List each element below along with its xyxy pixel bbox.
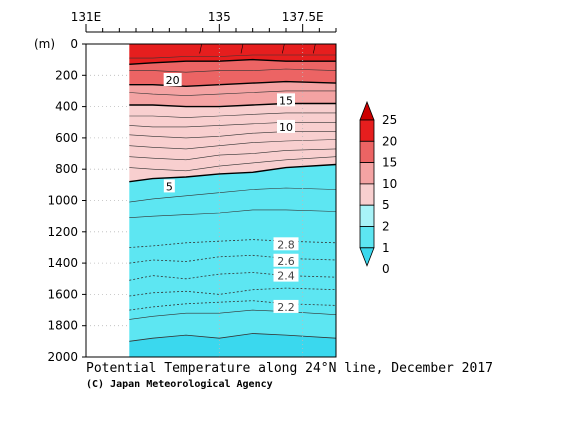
isotherm-t20 (129, 58, 336, 65)
isotherm-thin-6 (129, 139, 337, 150)
colorbar-label-2: 15 (382, 156, 397, 170)
y-tick-label-1: 200 (55, 68, 78, 82)
surface-streak-2 (282, 43, 285, 54)
colorbar-label-0: 25 (382, 113, 397, 127)
colorbar-bottom-arrow (359, 247, 375, 267)
isotherm-dotted-3 (129, 287, 337, 297)
x-tick-label-2: 137.5E (282, 10, 324, 24)
contour-label-7: 2.2 (277, 301, 295, 314)
contour-label-4: 2.8 (277, 238, 295, 251)
y-unit-label: (m) (34, 37, 55, 51)
colorbar-segment-5 (359, 226, 375, 249)
y-tick-label-5: 1000 (47, 194, 78, 208)
isotherm-t5 (129, 163, 337, 183)
isotherm-thin-2 (129, 90, 336, 96)
colorbar-segment-4 (359, 204, 375, 227)
colorbar-label-5: 2 (382, 220, 390, 234)
y-tick-label-6: 1200 (47, 225, 78, 239)
y-tick-label-0: 0 (70, 37, 78, 51)
contour-label-3: 5 (166, 180, 173, 193)
isotherm-thin-1 (129, 68, 337, 73)
contour-label-5: 2.6 (277, 255, 295, 268)
isotherm-thin-8 (129, 156, 337, 172)
contour-label-6: 2.4 (277, 270, 295, 283)
contour-label-bg-1 (277, 93, 295, 107)
isotherm-thin-7 (129, 148, 337, 161)
contour-label-bg-0 (163, 72, 182, 86)
colorbar-label-6: 1 (382, 241, 390, 255)
colorbar-segment-3 (359, 183, 375, 206)
colorbar-segment-1 (359, 140, 375, 164)
contour-label-1: 15 (279, 94, 293, 107)
colorbar-segment-2 (359, 162, 375, 185)
contour-label-bg-5 (273, 253, 299, 267)
contour-label-2: 10 (279, 121, 293, 134)
isotherm-t2 (129, 333, 337, 342)
band-2-5 (129, 164, 336, 342)
surface-streak-1 (240, 43, 244, 54)
contour-label-0: 20 (166, 74, 180, 87)
x-tick-label-1: 135 (208, 10, 231, 24)
y-tick-label-7: 1400 (47, 256, 78, 270)
colorbar-label-7: 0 (382, 262, 390, 276)
y-tick-label-9: 1800 (47, 319, 78, 333)
y-tick-label-3: 600 (55, 131, 78, 145)
contour-label-bg-7 (273, 299, 299, 313)
contour-label-bg-3 (163, 179, 175, 193)
contour-label-bg-2 (277, 119, 295, 133)
colorbar-label-3: 10 (382, 177, 397, 191)
y-tick-label-8: 1600 (47, 287, 78, 301)
y-tick-label-4: 800 (55, 162, 78, 176)
band-20-25 (129, 44, 336, 65)
colorbar-top-arrow (359, 100, 375, 121)
colorbar-label-4: 5 (382, 198, 390, 212)
colorbar-segment-0 (359, 119, 375, 142)
x-tick-label-0: 131E (71, 10, 102, 24)
colorbar-label-1: 20 (382, 134, 397, 148)
contour-label-bg-6 (273, 268, 299, 282)
chart-credit: (C) Japan Meteorological Agency (86, 378, 273, 390)
y-tick-label-10: 2000 (47, 350, 78, 364)
chart-title: Potential Temperature along 24°N line, D… (86, 361, 493, 376)
surface-streak-0 (199, 43, 202, 54)
y-tick-label-2: 400 (55, 100, 78, 114)
contour-label-bg-4 (273, 237, 299, 251)
band-1-2 (129, 333, 336, 357)
surface-streak-3 (313, 43, 316, 54)
